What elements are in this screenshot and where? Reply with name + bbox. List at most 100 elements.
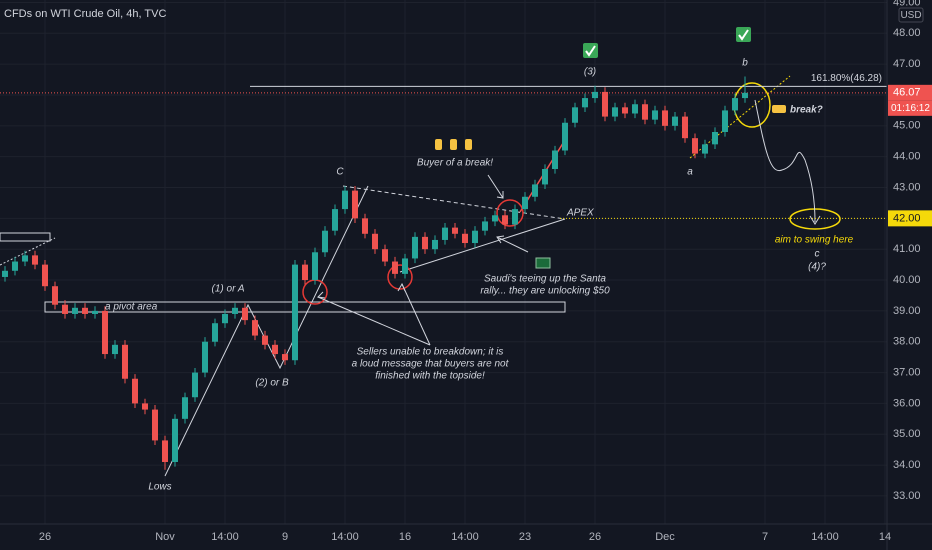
candle-body bbox=[82, 307, 88, 314]
candle-body bbox=[722, 110, 728, 133]
currency: USD bbox=[900, 10, 921, 21]
annotation: (4)? bbox=[808, 262, 826, 273]
candle-body bbox=[92, 310, 98, 314]
annotation: APEX bbox=[566, 208, 594, 219]
candle-body bbox=[2, 270, 8, 277]
curve-arrow bbox=[754, 99, 816, 223]
candle-body bbox=[502, 215, 508, 225]
y-tick-label: 48.00 bbox=[893, 27, 921, 39]
candle-body bbox=[192, 372, 198, 398]
x-tick-label: 14:00 bbox=[331, 531, 359, 543]
candle-body bbox=[692, 138, 698, 154]
x-tick-label: Nov bbox=[155, 531, 175, 543]
candle-body bbox=[222, 313, 228, 324]
candle-body bbox=[282, 354, 288, 361]
target-label: 42.00 bbox=[893, 212, 921, 224]
candle-body bbox=[352, 190, 358, 219]
candle-body bbox=[632, 104, 638, 114]
circle bbox=[496, 199, 524, 227]
candle-body bbox=[382, 249, 388, 262]
candle-body bbox=[402, 258, 408, 274]
currency-box bbox=[898, 7, 924, 23]
y-tick-label: 34.00 bbox=[893, 459, 921, 471]
candle-body bbox=[552, 150, 558, 170]
annotation: (1) or A bbox=[212, 284, 245, 295]
candle-body bbox=[302, 264, 308, 281]
annotation: Sellers unable to breakdown; it is bbox=[357, 347, 504, 358]
candle-body bbox=[112, 344, 118, 355]
candle-body bbox=[272, 344, 278, 355]
candle-body bbox=[132, 378, 138, 404]
candle-body bbox=[242, 307, 248, 321]
annotation: (2) or B bbox=[255, 378, 289, 389]
candle-body bbox=[542, 169, 548, 185]
candle-body bbox=[312, 252, 318, 281]
check-icon bbox=[738, 29, 749, 41]
candle-body bbox=[62, 304, 68, 314]
y-tick-label: 33.00 bbox=[893, 490, 921, 502]
candle-body bbox=[52, 286, 58, 305]
annotation: finished with the topside! bbox=[375, 371, 485, 382]
candle-body bbox=[642, 104, 648, 120]
check-icon bbox=[585, 45, 596, 57]
candle-body bbox=[42, 264, 48, 287]
annotation: C bbox=[336, 167, 344, 178]
candle-body bbox=[462, 233, 468, 244]
arrow bbox=[317, 283, 431, 346]
annotation: a pivot area bbox=[105, 302, 158, 313]
annotation: rally... they are unlocking $50 bbox=[480, 286, 610, 297]
pivot-box bbox=[44, 301, 566, 313]
candle-body bbox=[22, 255, 28, 262]
countdown: 01:16:12 bbox=[891, 103, 930, 114]
x-tick-label: 23 bbox=[519, 531, 531, 543]
candle-body bbox=[582, 98, 588, 108]
candle-body bbox=[252, 320, 258, 336]
candle-body bbox=[472, 230, 478, 244]
x-tick-label: 16 bbox=[399, 531, 411, 543]
arrow-head bbox=[316, 282, 406, 299]
candle-body bbox=[292, 264, 298, 361]
candle-body bbox=[172, 418, 178, 463]
y-tick-label: 40.00 bbox=[893, 274, 921, 286]
fib-label: 161.80%(46.28) bbox=[811, 73, 882, 84]
candle-body bbox=[732, 98, 738, 111]
candle-body bbox=[152, 409, 158, 441]
candle-body bbox=[512, 209, 518, 225]
triangle-top bbox=[342, 185, 566, 220]
y-tick-label: 41.00 bbox=[893, 243, 921, 255]
candle-body bbox=[342, 190, 348, 210]
y-tick-label: 49.00 bbox=[893, 0, 921, 8]
x-tick-label: 14:00 bbox=[211, 531, 239, 543]
candle-body bbox=[562, 122, 568, 151]
y-tick-label: 37.00 bbox=[893, 366, 921, 378]
y-tick-label: 38.00 bbox=[893, 336, 921, 348]
y-tick-label: 36.00 bbox=[893, 397, 921, 409]
candles bbox=[2, 76, 748, 470]
chart-title: CFDs on WTI Crude Oil, 4h, TVC bbox=[4, 8, 166, 20]
arrow bbox=[496, 235, 529, 253]
circle bbox=[387, 264, 413, 290]
candle-body bbox=[522, 196, 528, 210]
candle-body bbox=[452, 227, 458, 234]
candle-body bbox=[322, 230, 328, 253]
candle-body bbox=[672, 116, 678, 126]
annotation: (3) bbox=[584, 67, 596, 78]
flag-icon bbox=[535, 257, 551, 269]
annotations: CFDs on WTI Crude Oil, 4h, TVC (3) b bre… bbox=[4, 8, 854, 493]
target-tag bbox=[888, 210, 932, 227]
x-tick-label: 26 bbox=[39, 531, 51, 543]
y-tick-label: 47.00 bbox=[893, 58, 921, 70]
x-tick-label: 14:00 bbox=[811, 531, 839, 543]
price-tag bbox=[888, 84, 932, 101]
candle-body bbox=[662, 110, 668, 126]
candle-body bbox=[742, 92, 748, 99]
candle-body bbox=[592, 91, 598, 99]
candle-body bbox=[102, 310, 108, 355]
candle-body bbox=[482, 221, 488, 231]
candle-body bbox=[32, 255, 38, 265]
y-tick-label: 43.00 bbox=[893, 181, 921, 193]
candle-body bbox=[232, 307, 238, 314]
candle-body bbox=[612, 107, 618, 117]
hand-icon bbox=[772, 105, 786, 113]
